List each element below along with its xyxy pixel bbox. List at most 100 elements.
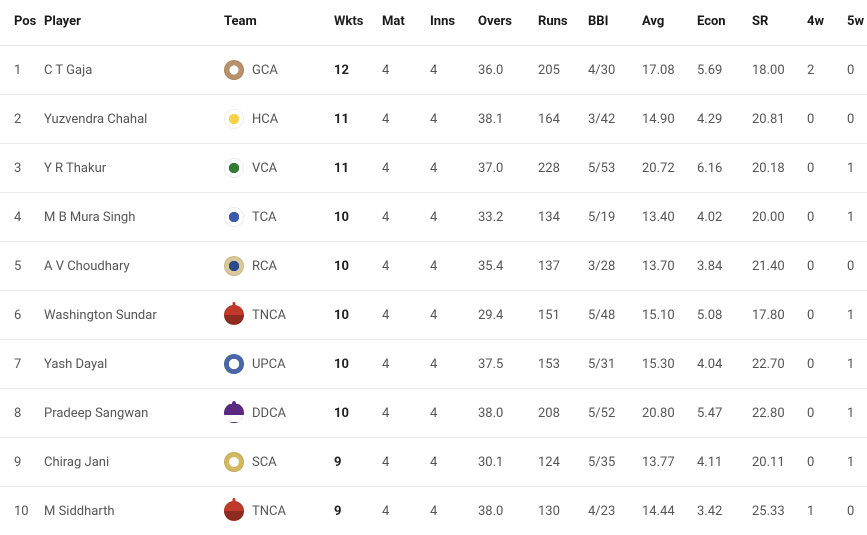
cell-sr: 21.40	[748, 242, 803, 291]
cell-5w: 1	[843, 144, 867, 193]
stats-table: Pos Player Team Wkts Mat Inns Overs Runs…	[0, 0, 867, 535]
cell-mat: 4	[378, 242, 426, 291]
header-bbi[interactable]: BBI	[584, 0, 638, 46]
cell-mat: 4	[378, 46, 426, 95]
cell-sr: 22.70	[748, 340, 803, 389]
cell-4w: 0	[803, 95, 843, 144]
header-pos[interactable]: Pos	[0, 0, 40, 46]
cell-econ: 4.11	[693, 438, 748, 487]
cell-4w: 0	[803, 242, 843, 291]
cell-team[interactable]: TNCA	[220, 291, 330, 340]
cell-player[interactable]: C T Gaja	[40, 46, 220, 95]
cell-player[interactable]: Yuzvendra Chahal	[40, 95, 220, 144]
cell-bbi: 5/19	[584, 193, 638, 242]
header-inns[interactable]: Inns	[426, 0, 474, 46]
table-row: 1C T GajaGCA124436.02054/3017.085.6918.0…	[0, 46, 867, 95]
cell-team[interactable]: GCA	[220, 46, 330, 95]
header-team[interactable]: Team	[220, 0, 330, 46]
cell-team[interactable]: VCA	[220, 144, 330, 193]
cell-wkts: 11	[330, 144, 378, 193]
header-runs[interactable]: Runs	[534, 0, 584, 46]
cell-inns: 4	[426, 193, 474, 242]
header-player[interactable]: Player	[40, 0, 220, 46]
cell-runs: 130	[534, 487, 584, 535]
cell-bbi: 5/31	[584, 340, 638, 389]
cell-econ: 4.04	[693, 340, 748, 389]
header-sr[interactable]: SR	[748, 0, 803, 46]
cell-team[interactable]: UPCA	[220, 340, 330, 389]
cell-mat: 4	[378, 389, 426, 438]
cell-player[interactable]: Washington Sundar	[40, 291, 220, 340]
table-row: 6Washington SundarTNCA104429.41515/4815.…	[0, 291, 867, 340]
cell-mat: 4	[378, 95, 426, 144]
cell-mat: 4	[378, 487, 426, 535]
cell-econ: 5.47	[693, 389, 748, 438]
team-abbr: TCA	[252, 210, 277, 225]
team-logo-icon	[224, 60, 244, 80]
cell-avg: 13.70	[638, 242, 693, 291]
cell-bbi: 3/42	[584, 95, 638, 144]
team-abbr: DDCA	[252, 406, 286, 421]
cell-runs: 228	[534, 144, 584, 193]
cell-team[interactable]: RCA	[220, 242, 330, 291]
table-row: 8Pradeep SangwanDDCA104438.02085/5220.80…	[0, 389, 867, 438]
cell-sr: 18.00	[748, 46, 803, 95]
cell-team[interactable]: TNCA	[220, 487, 330, 535]
cell-avg: 14.44	[638, 487, 693, 535]
cell-player[interactable]: M Siddharth	[40, 487, 220, 535]
cell-pos: 4	[0, 193, 40, 242]
team-logo-icon	[224, 354, 244, 374]
team-abbr: RCA	[252, 259, 277, 274]
cell-sr: 20.81	[748, 95, 803, 144]
cell-team[interactable]: DDCA	[220, 389, 330, 438]
cell-pos: 2	[0, 95, 40, 144]
cell-5w: 1	[843, 389, 867, 438]
table-row: 2Yuzvendra ChahalHCA114438.11643/4214.90…	[0, 95, 867, 144]
cell-inns: 4	[426, 144, 474, 193]
cell-pos: 7	[0, 340, 40, 389]
cell-player[interactable]: Pradeep Sangwan	[40, 389, 220, 438]
team-abbr: TNCA	[252, 308, 286, 323]
cell-wkts: 9	[330, 438, 378, 487]
cell-team[interactable]: TCA	[220, 193, 330, 242]
team-logo-icon	[224, 452, 244, 472]
header-wkts[interactable]: Wkts	[330, 0, 378, 46]
cell-bbi: 4/30	[584, 46, 638, 95]
cell-pos: 6	[0, 291, 40, 340]
cell-overs: 37.0	[474, 144, 534, 193]
header-4w[interactable]: 4w	[803, 0, 843, 46]
cell-5w: 1	[843, 291, 867, 340]
cell-wkts: 10	[330, 193, 378, 242]
cell-econ: 5.69	[693, 46, 748, 95]
cell-bbi: 4/23	[584, 487, 638, 535]
cell-sr: 17.80	[748, 291, 803, 340]
cell-team[interactable]: HCA	[220, 95, 330, 144]
cell-sr: 20.00	[748, 193, 803, 242]
cell-team[interactable]: SCA	[220, 438, 330, 487]
cell-5w: 1	[843, 438, 867, 487]
cell-player[interactable]: Y R Thakur	[40, 144, 220, 193]
cell-5w: 1	[843, 193, 867, 242]
cell-4w: 0	[803, 291, 843, 340]
cell-inns: 4	[426, 46, 474, 95]
cell-overs: 38.0	[474, 487, 534, 535]
cell-player[interactable]: M B Mura Singh	[40, 193, 220, 242]
team-logo-icon	[224, 158, 244, 178]
cell-player[interactable]: Yash Dayal	[40, 340, 220, 389]
header-econ[interactable]: Econ	[693, 0, 748, 46]
header-avg[interactable]: Avg	[638, 0, 693, 46]
cell-runs: 208	[534, 389, 584, 438]
cell-sr: 25.33	[748, 487, 803, 535]
header-5w[interactable]: 5w	[843, 0, 867, 46]
cell-mat: 4	[378, 340, 426, 389]
cell-4w: 0	[803, 144, 843, 193]
cell-player[interactable]: Chirag Jani	[40, 438, 220, 487]
header-overs[interactable]: Overs	[474, 0, 534, 46]
cell-econ: 6.16	[693, 144, 748, 193]
cell-4w: 1	[803, 487, 843, 535]
header-mat[interactable]: Mat	[378, 0, 426, 46]
team-logo-icon	[224, 256, 244, 276]
cell-player[interactable]: A V Choudhary	[40, 242, 220, 291]
cell-wkts: 10	[330, 242, 378, 291]
cell-avg: 14.90	[638, 95, 693, 144]
